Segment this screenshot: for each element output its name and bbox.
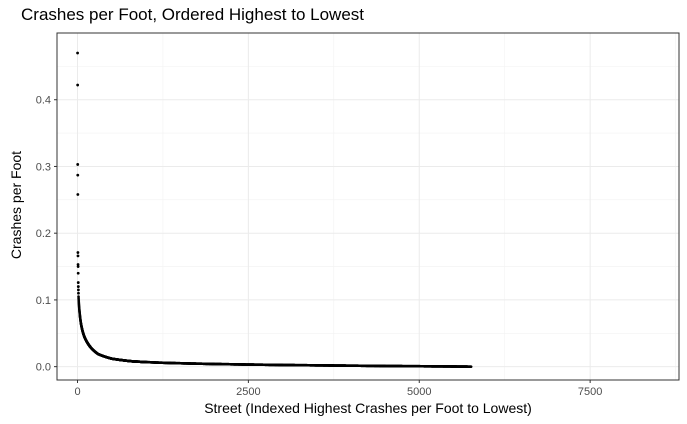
data-point bbox=[469, 365, 473, 368]
y-axis-label: Crashes per Foot bbox=[8, 150, 24, 260]
data-point bbox=[76, 285, 80, 288]
data-point bbox=[76, 193, 80, 196]
y-tick-label: 0.0 bbox=[36, 362, 51, 374]
x-tick-label: 7500 bbox=[578, 386, 602, 398]
data-point bbox=[76, 265, 80, 268]
y-tick-label: 0.1 bbox=[36, 295, 51, 307]
major-gridlines bbox=[57, 33, 679, 380]
data-point bbox=[76, 288, 80, 292]
y-tick-label: 0.4 bbox=[36, 95, 51, 107]
minor-gridlines bbox=[57, 33, 679, 380]
data-point bbox=[76, 263, 80, 266]
x-axis-ticks: 0 2500 5000 7500 bbox=[74, 380, 602, 398]
y-tick-label: 0.2 bbox=[36, 228, 51, 240]
data-point bbox=[76, 254, 80, 258]
x-tick-label: 2500 bbox=[236, 386, 260, 398]
data-point bbox=[76, 173, 80, 177]
x-tick-label: 5000 bbox=[407, 386, 431, 398]
y-tick-label: 0.3 bbox=[36, 161, 51, 173]
data-point bbox=[76, 271, 80, 275]
data-points bbox=[76, 51, 473, 368]
data-point bbox=[76, 51, 79, 55]
data-point bbox=[76, 163, 80, 166]
data-point bbox=[76, 251, 80, 254]
data-point bbox=[77, 291, 80, 295]
y-axis-ticks: 0.0 0.1 0.2 0.3 0.4 bbox=[36, 95, 57, 374]
data-point bbox=[76, 83, 80, 87]
x-axis-label: Street (Indexed Highest Crashes per Foot… bbox=[204, 400, 532, 416]
data-point bbox=[76, 281, 80, 284]
panel-border bbox=[56, 32, 680, 381]
x-tick-label: 0 bbox=[74, 386, 80, 398]
chart-title: Crashes per Foot, Ordered Highest to Low… bbox=[21, 5, 364, 24]
